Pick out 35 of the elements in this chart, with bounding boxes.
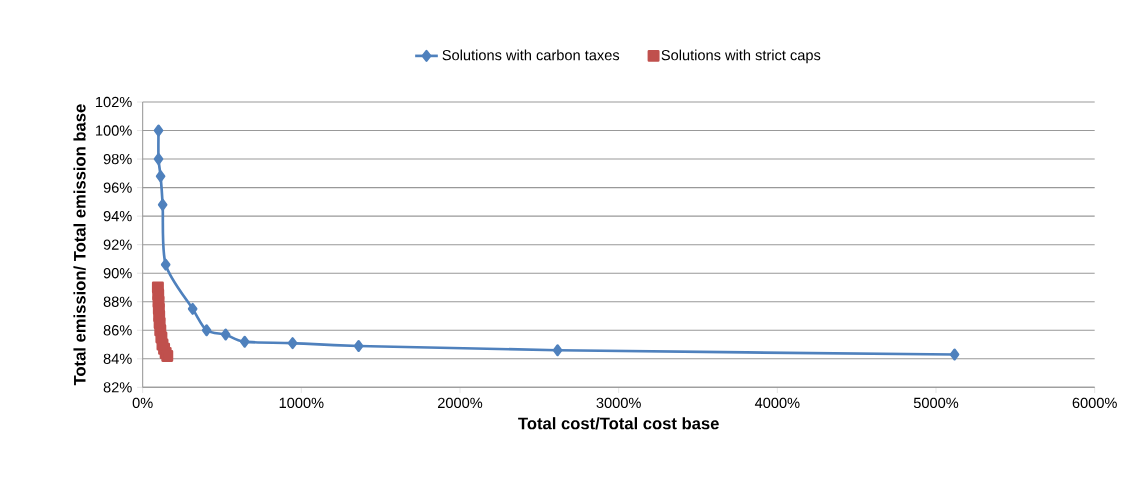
x-tick-label: 3000% [596, 397, 641, 409]
point [153, 153, 164, 166]
point [157, 198, 168, 211]
point [187, 302, 198, 315]
y-tick-label: 96% [103, 182, 132, 193]
y-tick-label: 82% [103, 382, 132, 393]
point [153, 124, 164, 137]
y-tick-label: 92% [103, 239, 132, 250]
point [201, 324, 212, 337]
x-axis-title: Total cost/Total cost base [518, 417, 719, 430]
y-tick-label: 86% [103, 325, 132, 336]
point [220, 328, 231, 341]
y-tick-label: 98% [103, 153, 132, 165]
x-tick-label: 2000% [437, 397, 483, 409]
point [552, 344, 563, 357]
legend-label: Solutions with carbon taxes [442, 49, 620, 61]
y-tick-label: 100% [96, 125, 132, 136]
point [353, 339, 364, 352]
y-tick-label: 88% [103, 296, 132, 307]
legend-label: Solutions with strict caps [661, 49, 821, 64]
x-tick-label: 0% [132, 397, 153, 409]
x-tick-label: 6000% [1072, 397, 1117, 409]
point [160, 258, 171, 271]
point [239, 335, 250, 348]
point [949, 348, 960, 361]
point [155, 170, 166, 183]
y-tick-label: 84% [103, 353, 132, 364]
x-tick-label: 4000% [754, 397, 800, 409]
y-tick-label: 90% [103, 268, 132, 279]
y-tick-label: 102% [96, 96, 132, 108]
y-tick-label: 94% [103, 210, 132, 222]
x-tick-label: 5000% [913, 397, 959, 409]
point [287, 337, 298, 350]
x-tick-label: 1000% [279, 397, 324, 409]
y-axis-title: Total emission/ Total emission base [73, 104, 86, 386]
